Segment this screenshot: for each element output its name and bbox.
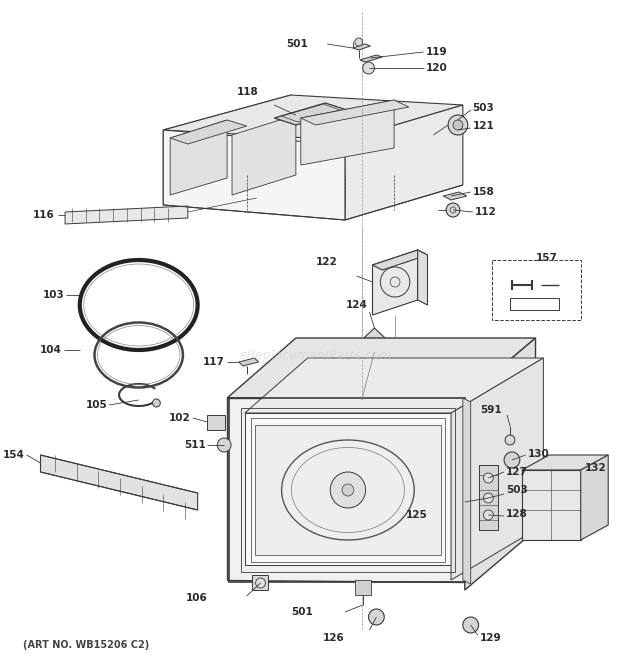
Polygon shape bbox=[245, 358, 543, 413]
Text: 158: 158 bbox=[472, 187, 494, 197]
Circle shape bbox=[505, 435, 515, 445]
Text: 121: 121 bbox=[472, 121, 494, 131]
Text: 102: 102 bbox=[169, 413, 191, 423]
Polygon shape bbox=[373, 250, 427, 270]
Text: 129: 129 bbox=[479, 633, 501, 643]
Circle shape bbox=[363, 62, 374, 74]
Polygon shape bbox=[443, 192, 467, 200]
Text: 104: 104 bbox=[40, 345, 62, 355]
Text: 157: 157 bbox=[536, 253, 557, 263]
Circle shape bbox=[368, 609, 384, 625]
Text: 106: 106 bbox=[186, 593, 208, 603]
Text: 119: 119 bbox=[425, 47, 447, 57]
Text: 120: 120 bbox=[425, 63, 447, 73]
Polygon shape bbox=[40, 455, 198, 510]
Circle shape bbox=[217, 438, 231, 452]
Circle shape bbox=[484, 510, 494, 520]
Circle shape bbox=[504, 452, 520, 468]
Polygon shape bbox=[227, 338, 536, 398]
Circle shape bbox=[446, 203, 460, 217]
Polygon shape bbox=[301, 100, 394, 165]
Polygon shape bbox=[522, 470, 581, 540]
Polygon shape bbox=[170, 120, 247, 144]
Text: 132: 132 bbox=[585, 463, 606, 473]
Circle shape bbox=[330, 472, 366, 508]
Text: 130: 130 bbox=[528, 449, 549, 459]
Polygon shape bbox=[355, 580, 371, 595]
Polygon shape bbox=[65, 206, 188, 224]
Circle shape bbox=[453, 120, 463, 130]
Text: 124: 124 bbox=[346, 300, 368, 310]
Polygon shape bbox=[360, 55, 383, 62]
Text: 503: 503 bbox=[472, 103, 494, 113]
Text: (ART NO. WB15206 C2): (ART NO. WB15206 C2) bbox=[23, 640, 149, 650]
Text: 154: 154 bbox=[3, 450, 25, 460]
Polygon shape bbox=[451, 358, 543, 580]
Polygon shape bbox=[245, 413, 451, 565]
Circle shape bbox=[448, 115, 467, 135]
Polygon shape bbox=[170, 120, 227, 195]
Circle shape bbox=[484, 473, 494, 483]
Text: 501: 501 bbox=[291, 607, 312, 617]
Text: 116: 116 bbox=[32, 210, 54, 220]
Text: 117: 117 bbox=[203, 357, 225, 367]
Circle shape bbox=[484, 493, 494, 503]
Text: 591: 591 bbox=[480, 405, 502, 415]
Polygon shape bbox=[274, 103, 347, 125]
Polygon shape bbox=[163, 95, 291, 205]
Polygon shape bbox=[522, 455, 608, 470]
Polygon shape bbox=[345, 105, 463, 220]
Text: 128: 128 bbox=[506, 509, 528, 519]
Polygon shape bbox=[232, 115, 296, 195]
Circle shape bbox=[355, 38, 363, 46]
Text: 105: 105 bbox=[86, 400, 107, 410]
Polygon shape bbox=[163, 95, 463, 140]
Text: eReplacementParts.com: eReplacementParts.com bbox=[239, 348, 392, 362]
Polygon shape bbox=[463, 398, 471, 584]
Text: 112: 112 bbox=[475, 207, 497, 217]
Text: 118: 118 bbox=[237, 87, 259, 97]
Polygon shape bbox=[301, 100, 409, 125]
Polygon shape bbox=[479, 465, 498, 530]
Polygon shape bbox=[465, 338, 536, 590]
Polygon shape bbox=[581, 455, 608, 540]
Text: 122: 122 bbox=[316, 257, 337, 267]
Text: 503: 503 bbox=[506, 485, 528, 495]
Polygon shape bbox=[255, 425, 441, 555]
Polygon shape bbox=[373, 250, 418, 315]
Polygon shape bbox=[208, 415, 225, 430]
Circle shape bbox=[255, 578, 265, 588]
Polygon shape bbox=[163, 130, 345, 220]
Polygon shape bbox=[239, 358, 259, 366]
Text: 126: 126 bbox=[323, 633, 345, 643]
Text: 125: 125 bbox=[405, 510, 427, 520]
Text: 501: 501 bbox=[286, 39, 308, 49]
Polygon shape bbox=[252, 575, 268, 590]
Polygon shape bbox=[353, 44, 371, 50]
Polygon shape bbox=[361, 328, 388, 352]
Polygon shape bbox=[418, 250, 427, 305]
Circle shape bbox=[342, 484, 354, 496]
Text: 127: 127 bbox=[506, 467, 528, 477]
Circle shape bbox=[463, 617, 479, 633]
Polygon shape bbox=[227, 398, 465, 582]
Circle shape bbox=[153, 399, 161, 407]
Text: 103: 103 bbox=[42, 290, 64, 300]
Text: 511: 511 bbox=[184, 440, 205, 450]
